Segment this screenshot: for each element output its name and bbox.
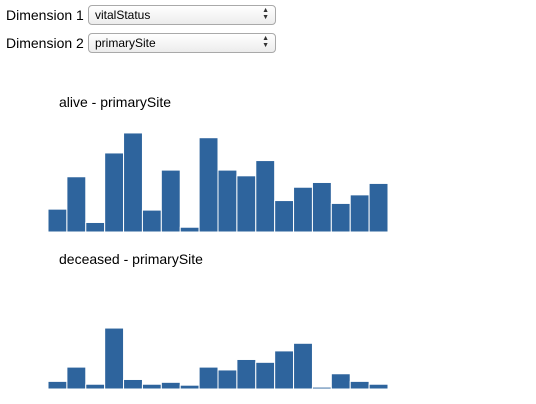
bar-deceased bbox=[236, 358, 257, 390]
bar-alive bbox=[293, 186, 313, 233]
chart-title-alive: alive - primarySite bbox=[59, 94, 171, 110]
bar-deceased bbox=[47, 380, 68, 390]
bars-alive bbox=[47, 132, 389, 233]
bar-deceased bbox=[160, 381, 181, 390]
bar-alive bbox=[198, 137, 219, 233]
bar-alive bbox=[255, 160, 276, 233]
bar-alive bbox=[160, 169, 181, 233]
bar-deceased bbox=[179, 384, 200, 390]
bar-alive bbox=[141, 209, 162, 233]
bar-alive bbox=[368, 182, 389, 233]
bar-deceased bbox=[66, 366, 87, 390]
dimension-2-select-value: primarySite bbox=[95, 36, 156, 50]
bar-alive bbox=[274, 200, 295, 233]
dimension-1-row: Dimension 1 vitalStatus ▲ ▼ bbox=[6, 5, 276, 25]
bar-alive bbox=[85, 221, 106, 233]
bar-alive bbox=[47, 208, 68, 233]
bar-alive bbox=[123, 132, 143, 233]
bar-deceased bbox=[198, 366, 219, 390]
bar-deceased bbox=[368, 383, 389, 390]
dimension-1-select[interactable]: vitalStatus ▲ ▼ bbox=[88, 5, 276, 25]
bar-deceased bbox=[217, 369, 238, 390]
chart-deceased: deceased - primarySite bbox=[47, 251, 389, 390]
bar-alive bbox=[330, 202, 351, 233]
bar-alive bbox=[66, 176, 87, 233]
updown-arrows-icon: ▲ ▼ bbox=[262, 7, 269, 21]
bar-deceased bbox=[255, 361, 276, 390]
bar-alive bbox=[104, 152, 125, 233]
bar-deceased bbox=[104, 327, 125, 390]
bars-deceased bbox=[47, 327, 389, 390]
bar-deceased bbox=[141, 383, 162, 390]
bar-alive bbox=[236, 175, 257, 233]
bar-deceased bbox=[123, 378, 143, 390]
dimension-2-label: Dimension 2 bbox=[6, 35, 84, 51]
dimension-1-select-value: vitalStatus bbox=[95, 8, 151, 22]
bar-deceased bbox=[349, 380, 370, 390]
bar-deceased bbox=[311, 386, 332, 390]
bar-deceased bbox=[85, 383, 106, 390]
bar-deceased bbox=[274, 350, 295, 390]
chart-title-deceased: deceased - primarySite bbox=[59, 251, 203, 267]
bar-alive bbox=[311, 181, 332, 233]
bar-alive bbox=[349, 194, 370, 233]
chart-alive: alive - primarySite bbox=[47, 94, 389, 233]
bar-deceased bbox=[293, 342, 313, 390]
bar-deceased bbox=[330, 373, 351, 390]
dimension-2-select[interactable]: primarySite ▲ ▼ bbox=[88, 33, 276, 53]
dimension-1-label: Dimension 1 bbox=[6, 7, 84, 23]
updown-arrows-icon: ▲ ▼ bbox=[262, 35, 269, 49]
bar-alive bbox=[179, 226, 200, 233]
bar-alive bbox=[217, 169, 238, 233]
dimension-2-row: Dimension 2 primarySite ▲ ▼ bbox=[6, 33, 276, 53]
